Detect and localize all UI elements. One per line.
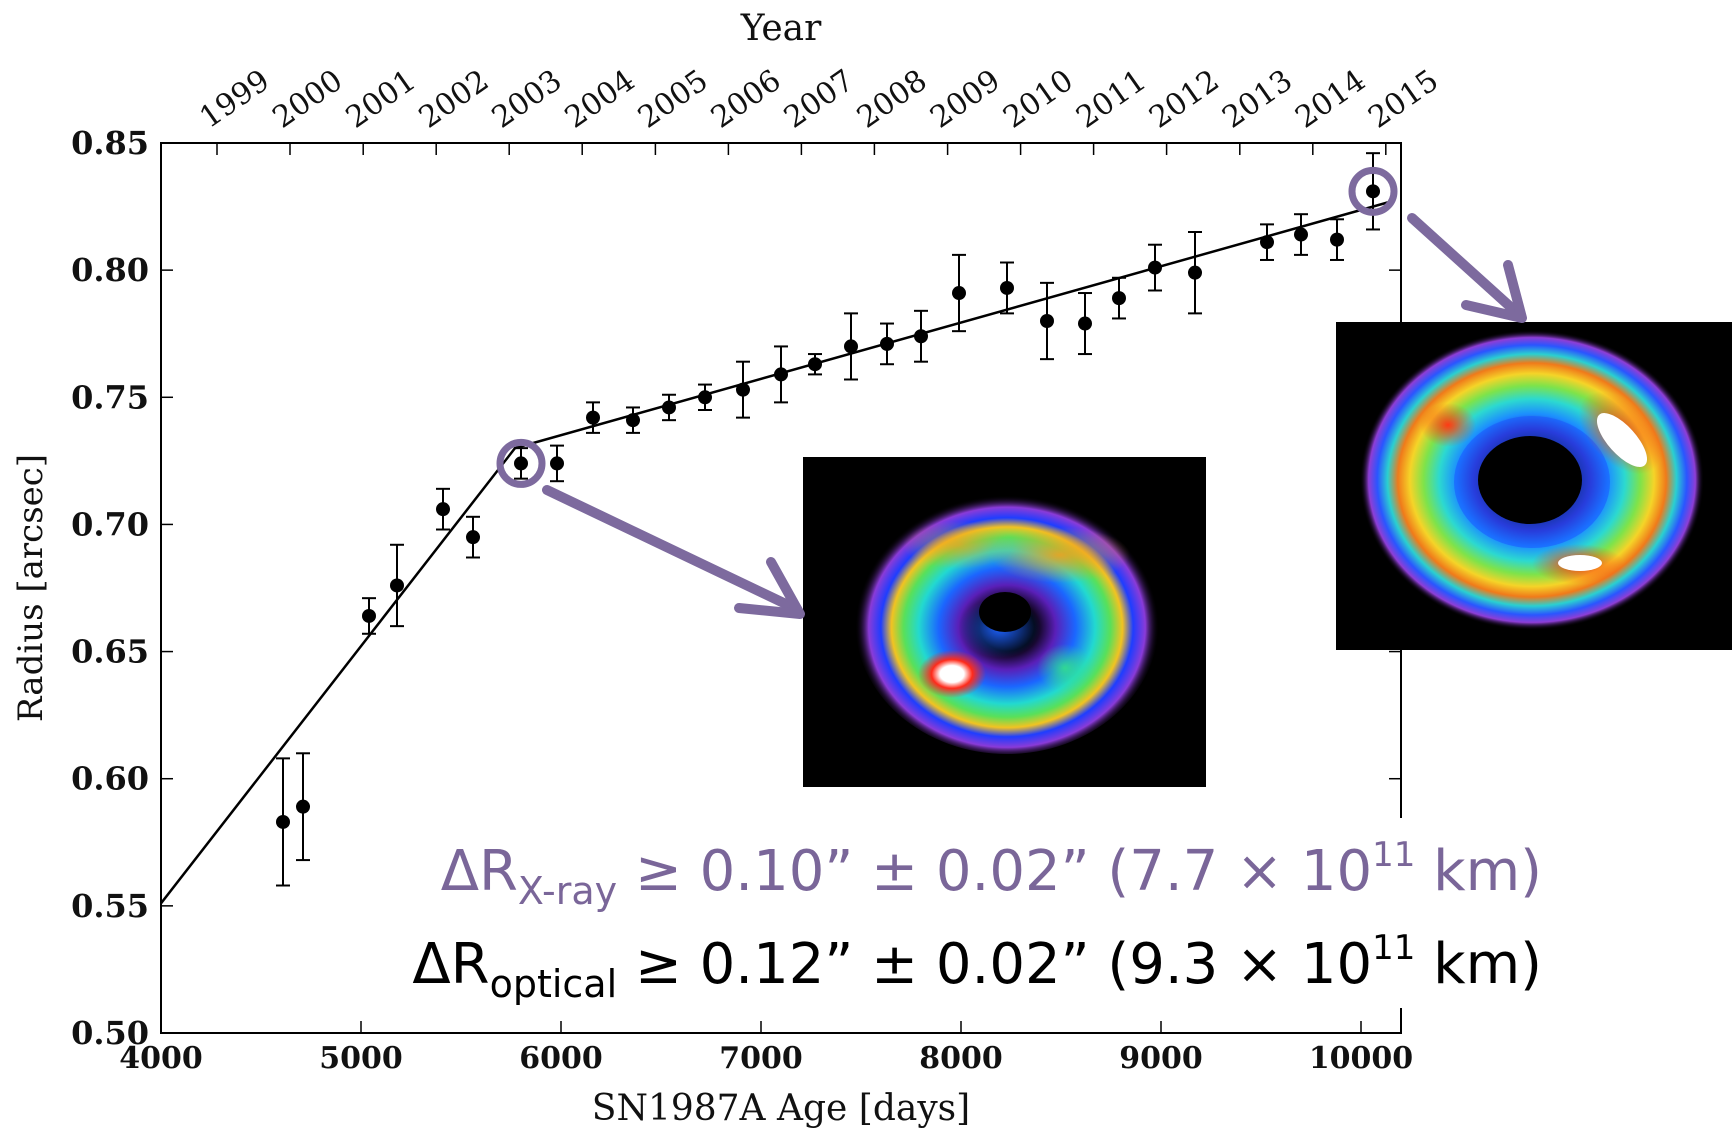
data-point [1078, 316, 1092, 331]
data-point [1000, 280, 1014, 295]
x-tick-label: 8000 [919, 1041, 1003, 1076]
year-tick-label: 2002 [413, 63, 496, 135]
data-point [1260, 235, 1274, 250]
data-point [626, 413, 640, 428]
data-point [698, 390, 712, 405]
arrow-2003 [542, 485, 795, 611]
data-point [296, 799, 310, 814]
data-point [436, 502, 450, 517]
y-tick-label: 0.50 [71, 1014, 149, 1052]
data-point [662, 400, 676, 415]
year-tick-label: 2014 [1289, 63, 1372, 135]
y-tick-label: 0.85 [71, 124, 149, 162]
y-tick-label: 0.60 [71, 760, 149, 798]
delta-r-xray-suffix: km) [1415, 839, 1542, 904]
x-tick-label: 10000 [1309, 1041, 1413, 1076]
y-tick-label: 0.65 [71, 633, 149, 671]
annotation-backing [430, 818, 1560, 1008]
data-point [1294, 227, 1308, 242]
year-tick-label: 2005 [632, 63, 715, 135]
inset-image-2015 [1336, 322, 1732, 650]
y-tick-label: 0.70 [71, 505, 149, 543]
arrow-2015 [1407, 213, 1520, 316]
x-tick-label: 7000 [719, 1041, 803, 1076]
data-point [1188, 265, 1202, 280]
year-tick-label: 2010 [997, 63, 1080, 135]
delta-r-optical-text: ≥ 0.12” ± 0.02” (9.3 × 10 [617, 932, 1372, 997]
delta-r-xray-text: ≥ 0.10” ± 0.02” (7.7 × 10 [617, 839, 1372, 904]
year-tick-label: 1999 [194, 63, 277, 135]
data-point [774, 367, 788, 382]
year-tick-label: 2000 [267, 63, 350, 135]
data-point [276, 814, 290, 829]
x-tick-label: 6000 [519, 1041, 603, 1076]
highlight-ring [496, 438, 546, 488]
year-tick-label: 2006 [705, 63, 788, 135]
y-tick-label: 0.80 [71, 251, 149, 289]
data-point [1366, 184, 1380, 199]
year-tick-label: 2015 [1362, 63, 1445, 135]
data-point [736, 382, 750, 397]
delta-r-optical-sup: 11 [1372, 928, 1415, 968]
data-points-layer [276, 152, 1380, 887]
fit-line-layer [160, 200, 1392, 905]
year-tick-label: 2008 [851, 63, 934, 135]
delta-r-xray-sub: X-ray [518, 869, 617, 913]
data-point [1040, 314, 1054, 328]
y-tick-label: 0.55 [71, 887, 149, 925]
data-point [390, 578, 404, 593]
data-point [1330, 232, 1344, 247]
delta-r-optical-prefix: ΔR [412, 932, 489, 997]
delta-r-xray-sup: 11 [1372, 835, 1415, 875]
data-point [514, 456, 528, 471]
data-point [844, 339, 858, 354]
inset-image-2003 [803, 457, 1206, 787]
x-tick-label: 4000 [119, 1041, 203, 1076]
data-point [880, 336, 894, 351]
data-point [466, 530, 480, 545]
arrow-2015-head [1461, 260, 1527, 323]
arrow-2003-head [734, 557, 805, 619]
year-tick-label: 2001 [340, 63, 423, 135]
x-tick-label: 5000 [319, 1041, 403, 1076]
highlight-layer [496, 166, 1398, 488]
delta-r-xray: ΔRX-ray ≥ 0.10” ± 0.02” (7.7 × 1011 km) [441, 835, 1542, 913]
data-point [952, 286, 966, 301]
data-point [914, 329, 928, 344]
year-tick-label: 2003 [486, 63, 569, 135]
fit-line [160, 200, 1392, 905]
year-tick-label: 2007 [778, 63, 861, 135]
data-point [1148, 260, 1162, 275]
year-tick-label: 2004 [559, 63, 642, 135]
top-axis-label: Year [740, 8, 822, 49]
delta-r-optical-sub: optical [490, 962, 618, 1006]
year-tick-label: 2013 [1216, 63, 1299, 135]
delta-r-optical-suffix: km) [1415, 932, 1542, 997]
data-point [808, 357, 822, 372]
data-point [586, 410, 600, 425]
data-point [362, 608, 376, 623]
data-point [550, 456, 564, 471]
highlight-ring [1348, 166, 1398, 216]
x-axis-label: SN1987A Age [days] [592, 1088, 970, 1129]
x-tick-label: 9000 [1119, 1041, 1203, 1076]
delta-r-xray-prefix: ΔR [441, 839, 518, 904]
data-point [1112, 291, 1126, 306]
delta-r-optical: ΔRoptical ≥ 0.12” ± 0.02” (9.3 × 1011 km… [412, 928, 1542, 1006]
y-axis-label: Radius [arcsec] [11, 454, 51, 722]
y-tick-label: 0.75 [71, 378, 149, 416]
year-tick-label: 2012 [1143, 63, 1226, 135]
year-tick-label: 2009 [924, 63, 1007, 135]
year-tick-label: 2011 [1070, 63, 1153, 135]
